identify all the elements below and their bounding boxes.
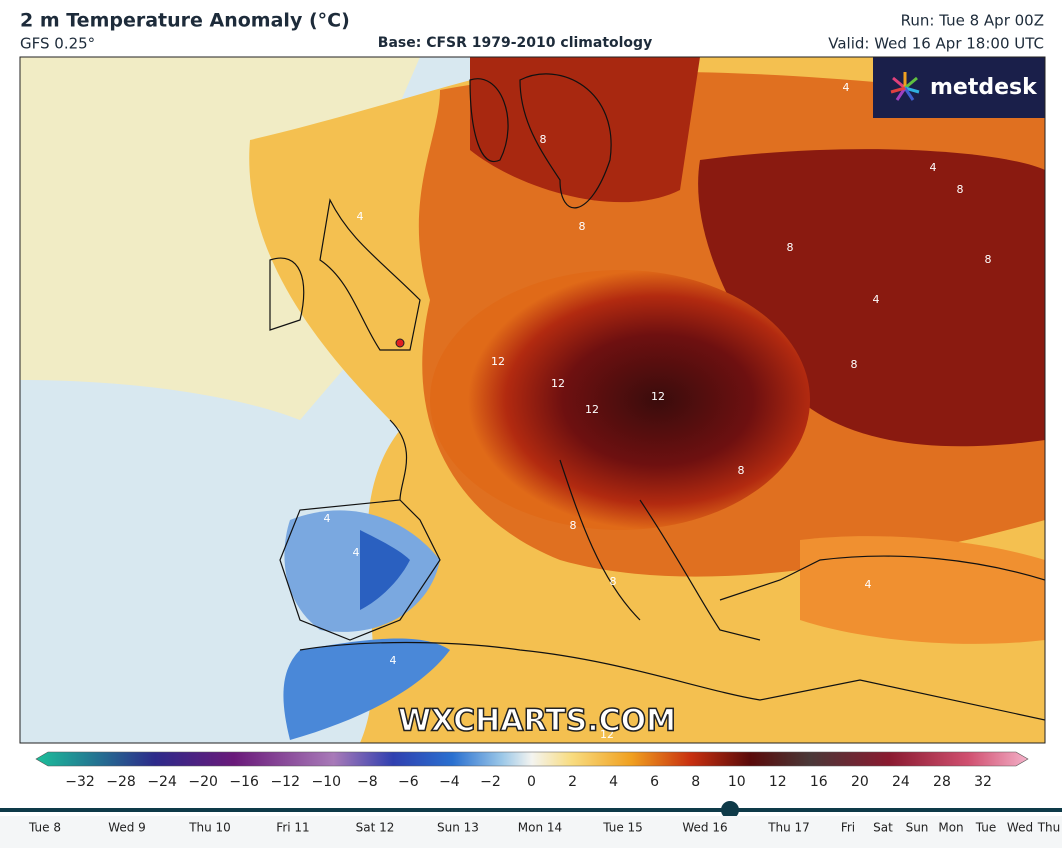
colorbar-label: −16	[229, 774, 259, 790]
colorbar-label: 24	[892, 774, 910, 790]
timeline-label[interactable]: Wed 9	[108, 821, 146, 835]
contour-label: 12	[600, 728, 614, 741]
colorbar-label: −10	[311, 774, 341, 790]
map-frame	[19, 56, 1046, 744]
run: Run: Tue 8 Apr 00Z	[901, 12, 1044, 30]
watermark: WXCHARTS.COM	[398, 704, 676, 739]
contour-labels: 4 4 8 8 8 4 8 8 8 8 12 12 12 12 8 4 4 4 4 8 4 12	[324, 81, 992, 741]
colorbar-label: 6	[650, 774, 659, 790]
timeline-strip	[0, 816, 1062, 848]
base: Base: CFSR 1979-2010 climatology	[378, 35, 652, 51]
timeline-label[interactable]: Tue 15	[602, 821, 643, 835]
timeline-label[interactable]: Tue 8	[28, 821, 61, 835]
colorbar-label: 8	[691, 774, 700, 790]
contour-label: 4	[353, 546, 360, 559]
colorbar	[35, 751, 1029, 767]
contour-label: 4	[390, 654, 397, 667]
timeline-label[interactable]: Thu 17	[767, 821, 810, 835]
contour-label: 4	[843, 81, 850, 94]
map: 4 4 8 8 8 4 8 8 8 8 12 12 12 12 8 4 4 4 4 8 4 12 metdesk WXCH…	[20, 57, 1045, 743]
colorbar-label: 20	[851, 774, 869, 790]
colorbar-label: −8	[357, 774, 378, 790]
contour-label: 8	[957, 183, 964, 196]
colorbar-label: −4	[439, 774, 460, 790]
colorbar-label: 2	[568, 774, 577, 790]
contour-label: 8	[540, 133, 547, 146]
contour-label: 8	[851, 358, 858, 371]
colorbar-label: −2	[480, 774, 501, 790]
timeline-label[interactable]: Thu 10	[188, 821, 231, 835]
timeline-label[interactable]: Sat 12	[356, 821, 395, 835]
contour-label: 8	[610, 575, 617, 588]
colorbar-label: 16	[810, 774, 828, 790]
contour-label: 12	[491, 355, 505, 368]
contour-label: 8	[738, 464, 745, 477]
timeline-labels: Tue 8 Wed 9 Thu 10 Fri 11 Sat 12 Sun 13 Mon 14…	[28, 821, 1060, 835]
colorbar-label: −12	[270, 774, 300, 790]
timeline-label[interactable]: Wed	[1007, 821, 1033, 835]
contour-label: 8	[787, 241, 794, 254]
contour-label: 4	[873, 293, 880, 306]
colorbar-labels: −32 −28 −24 −20 −16 −12 −10 −8 −6 −4 −2 0 2 4 6 8 10 12 16…	[65, 774, 992, 790]
colorbar-label: 10	[728, 774, 746, 790]
contour-label: 12	[651, 390, 665, 403]
colorbar-label: −32	[65, 774, 95, 790]
contour-label: 8	[985, 253, 992, 266]
timeline-label[interactable]: Sun	[906, 821, 929, 835]
contour-label: 12	[551, 377, 565, 390]
logo-text: metdesk	[930, 75, 1038, 100]
timeline-label[interactable]: Thu	[1037, 821, 1061, 835]
timeline-bar	[0, 808, 1062, 812]
timeline-label[interactable]: Fri 11	[276, 821, 309, 835]
logo-icon	[890, 72, 920, 101]
timeline-label[interactable]: Tue	[975, 821, 997, 835]
contour-label: 4	[324, 512, 331, 525]
timeline-label[interactable]: Wed 16	[682, 821, 727, 835]
contour-label: 4	[357, 210, 364, 223]
colorbar-label: 0	[527, 774, 536, 790]
timeline-label[interactable]: Sun 13	[437, 821, 479, 835]
colorbar-label: 12	[769, 774, 787, 790]
timeline-label[interactable]: Mon	[938, 821, 963, 835]
contour-label: 12	[585, 403, 599, 416]
timeline-handle[interactable]	[721, 801, 739, 819]
timeline-label[interactable]: Fri	[841, 821, 855, 835]
colorbar-label: 4	[609, 774, 618, 790]
colorbar-label: 32	[974, 774, 992, 790]
colorbar-label: −24	[147, 774, 177, 790]
title: 2 m Temperature Anomaly (°C)	[20, 10, 350, 32]
colorbar-label: 28	[933, 774, 951, 790]
valid: Valid: Wed 16 Apr 18:00 UTC	[828, 35, 1044, 53]
contour-label: 8	[570, 519, 577, 532]
colorbar-label: −6	[398, 774, 419, 790]
contour-label: 4	[865, 578, 872, 591]
contour-label: 8	[579, 220, 586, 233]
colorbar-label: −20	[188, 774, 218, 790]
timeline-label[interactable]: Sat	[873, 821, 893, 835]
colorbar-label: −28	[106, 774, 136, 790]
timeline-label[interactable]: Mon 14	[518, 821, 562, 835]
contour-label: 4	[930, 161, 937, 174]
model: GFS 0.25°	[20, 35, 95, 53]
